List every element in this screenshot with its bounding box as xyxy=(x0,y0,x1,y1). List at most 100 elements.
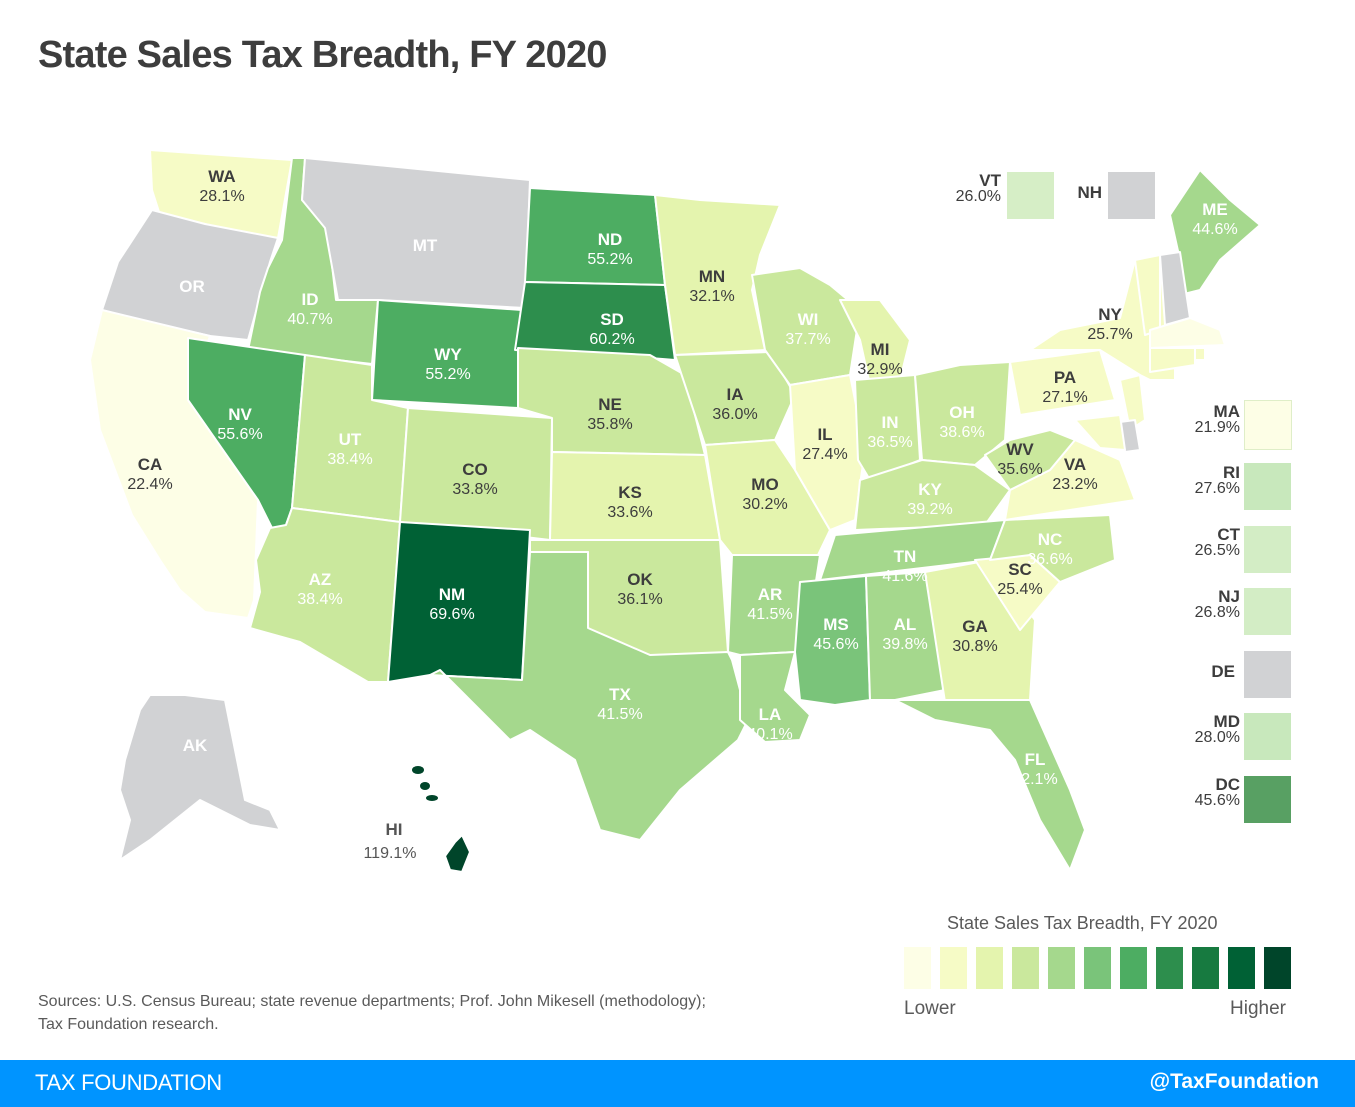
state-mt[interactable] xyxy=(301,157,531,309)
state-value-ut: 38.4% xyxy=(327,451,372,468)
inset-swatch-de[interactable] xyxy=(1244,651,1291,698)
state-value-nv: 55.6% xyxy=(217,426,262,443)
state-label-ar: AR xyxy=(758,585,783,604)
state-value-nd: 55.2% xyxy=(587,251,632,268)
state-value-wv: 35.6% xyxy=(997,461,1042,478)
state-sd[interactable] xyxy=(514,281,676,361)
page-title: State Sales Tax Breadth, FY 2020 xyxy=(38,34,607,76)
state-label-wi: WI xyxy=(798,310,819,329)
state-label-nm: NM xyxy=(439,585,465,604)
state-value-oh: 38.6% xyxy=(939,424,984,441)
inset-label-nh: NH xyxy=(1077,183,1102,202)
state-value-mn: 32.1% xyxy=(689,288,734,305)
state-value-al: 39.8% xyxy=(882,636,927,653)
state-value-nm: 69.6% xyxy=(429,606,474,623)
state-wi[interactable] xyxy=(751,267,861,386)
state-pa[interactable] xyxy=(1009,349,1116,416)
inset-label-ct: CT 26.5% xyxy=(1194,525,1240,559)
state-ma[interactable] xyxy=(1149,317,1226,349)
state-value-mi: 32.9% xyxy=(857,361,902,378)
state-wv[interactable] xyxy=(984,429,1076,491)
inset-label-de: DE xyxy=(1211,662,1235,681)
state-label-in: IN xyxy=(882,413,899,432)
legend-scale xyxy=(904,947,1291,989)
inset-swatch-ri[interactable] xyxy=(1244,463,1291,510)
state-ri[interactable] xyxy=(1194,347,1206,361)
state-label-ca: CA xyxy=(138,455,163,474)
state-label-co: CO xyxy=(462,460,488,479)
state-label-tx: TX xyxy=(609,685,631,704)
footer-handle[interactable]: @TaxFoundation xyxy=(1149,1070,1319,1093)
state-value-il: 27.4% xyxy=(802,446,847,463)
inset-swatch-nj[interactable] xyxy=(1244,588,1291,635)
state-value-hi: 119.1% xyxy=(363,845,416,862)
state-value-ar: 41.5% xyxy=(747,606,792,623)
state-nj[interactable] xyxy=(1119,374,1146,431)
sources-note: Sources: U.S. Census Bureau; state reven… xyxy=(38,993,706,1033)
state-label-nc: NC xyxy=(1038,530,1063,549)
hawaii-island xyxy=(420,782,430,790)
state-value-sc: 25.4% xyxy=(997,581,1042,598)
state-label-nd: ND xyxy=(598,230,623,249)
state-label-ia: IA xyxy=(727,385,744,404)
state-label-me: ME xyxy=(1202,200,1228,219)
state-value-ne: 35.8% xyxy=(587,416,632,433)
state-nd[interactable] xyxy=(524,187,666,286)
state-value-co: 33.8% xyxy=(452,481,497,498)
state-label-wv: WV xyxy=(1006,440,1034,459)
legend-swatch-1 xyxy=(904,947,931,989)
state-or[interactable] xyxy=(101,209,279,341)
state-label-oh: OH xyxy=(949,403,975,422)
state-mn[interactable] xyxy=(654,194,781,356)
legend-swatch-7 xyxy=(1120,947,1147,989)
legend-swatch-4 xyxy=(1012,947,1039,989)
state-value-la: 40.1% xyxy=(747,726,792,743)
state-al[interactable] xyxy=(865,571,946,701)
hawaii-island xyxy=(412,766,424,774)
inset-swatch-ma[interactable] xyxy=(1244,400,1292,450)
state-ia[interactable] xyxy=(674,351,796,446)
legend-low-label: Lower xyxy=(904,998,956,1019)
state-la[interactable] xyxy=(739,651,811,743)
state-label-mt: MT xyxy=(413,236,438,255)
state-value-pa: 27.1% xyxy=(1042,389,1087,406)
state-value-ok: 36.1% xyxy=(617,591,662,608)
inset-swatch-dc[interactable] xyxy=(1244,776,1291,823)
state-mo[interactable] xyxy=(704,439,831,556)
legend-title: State Sales Tax Breadth, FY 2020 xyxy=(947,913,1218,933)
state-value-ia: 36.0% xyxy=(712,406,757,423)
state-value-wi: 37.7% xyxy=(785,331,830,348)
state-label-ks: KS xyxy=(618,483,642,502)
state-fl[interactable] xyxy=(894,699,1086,871)
state-value-ks: 33.6% xyxy=(607,504,652,521)
inset-label-md: MD 28.0% xyxy=(1194,712,1240,746)
state-value-tx: 41.5% xyxy=(597,706,642,723)
state-value-az: 38.4% xyxy=(297,591,342,608)
footer-brand[interactable]: TAX FOUNDATION xyxy=(35,1070,222,1095)
inset-label-vt: VT 26.0% xyxy=(955,171,1001,205)
footer-bar: TAX FOUNDATION @TaxFoundation xyxy=(0,1060,1355,1107)
inset-swatch-nh[interactable] xyxy=(1108,172,1155,219)
state-label-sd: SD xyxy=(600,310,624,329)
state-value-wa: 28.1% xyxy=(199,188,244,205)
state-md[interactable] xyxy=(1074,414,1126,451)
state-label-ak: AK xyxy=(183,736,208,755)
legend-swatch-3 xyxy=(976,947,1003,989)
inset-swatch-ct[interactable] xyxy=(1244,526,1291,573)
state-label-nv: NV xyxy=(228,405,252,424)
state-label-il: IL xyxy=(817,425,832,444)
state-value-tn: 41.6% xyxy=(882,568,927,585)
state-label-wy: WY xyxy=(434,345,462,364)
state-ct[interactable] xyxy=(1149,347,1196,373)
state-label-ga: GA xyxy=(962,617,988,636)
state-tx[interactable] xyxy=(429,551,749,841)
inset-swatch-md[interactable] xyxy=(1244,713,1291,760)
state-hi[interactable] xyxy=(444,834,471,873)
inset-swatch-vt[interactable] xyxy=(1007,172,1054,219)
state-value-ms: 45.6% xyxy=(813,636,858,653)
inset-label-ma: MA 21.9% xyxy=(1194,402,1240,436)
state-value-va: 23.2% xyxy=(1052,476,1097,493)
state-ak[interactable] xyxy=(119,694,281,861)
state-label-al: AL xyxy=(894,615,917,634)
